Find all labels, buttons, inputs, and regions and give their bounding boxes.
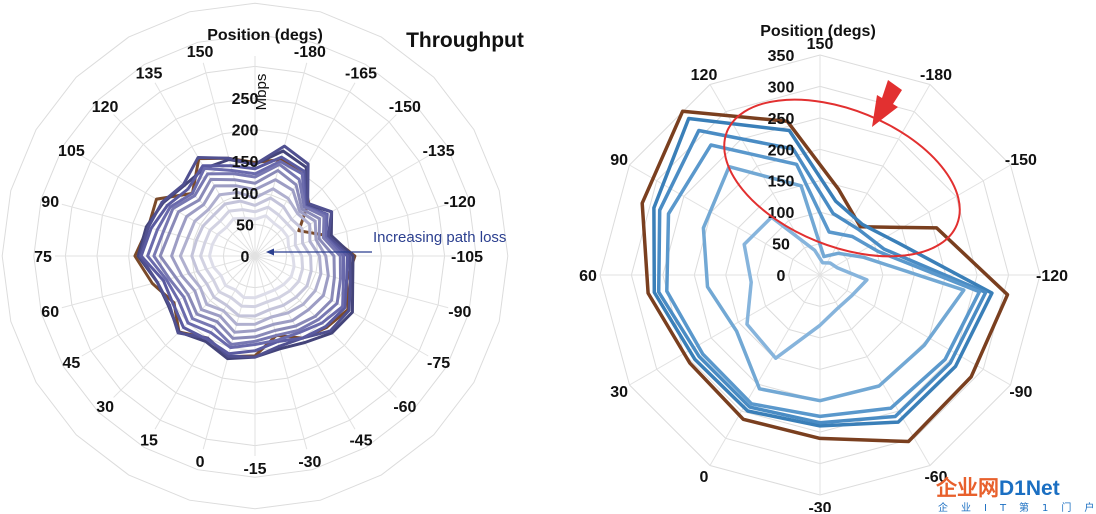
- series-line-5: [701, 164, 966, 403]
- series-line-6: [742, 215, 869, 360]
- watermark-main-text: 企业网D1Net: [936, 472, 1060, 502]
- grid-spoke: [254, 155, 429, 257]
- angular-tick-label: 60: [579, 268, 597, 285]
- angular-tick-label: 150: [187, 44, 214, 61]
- angular-tick-label: 120: [691, 67, 718, 84]
- series-line-5: [146, 159, 345, 350]
- angular-tick-label: -30: [298, 454, 321, 471]
- radial-tick-label: 250: [768, 111, 795, 128]
- radial-tick-label: 0: [777, 268, 786, 285]
- series-line-6: [152, 162, 342, 346]
- angular-tick-label: -60: [924, 469, 947, 486]
- grid-spoke: [254, 255, 308, 450]
- series-line-7: [158, 169, 336, 340]
- series-line-9: [178, 187, 323, 326]
- grid-ring: [33, 34, 477, 478]
- angular-tick-label: -90: [1009, 384, 1032, 401]
- right-subtitle: Position (degs): [760, 23, 876, 40]
- watermark-logo-a: 企业网: [936, 477, 999, 500]
- series-line-8: [170, 178, 330, 334]
- watermark-logo: 企业网D1Net 企业IT第1门户: [936, 472, 1096, 514]
- angular-tick-label: -120: [444, 194, 476, 211]
- annotation-arrowhead: [266, 248, 274, 256]
- angular-tick-label: -150: [389, 99, 421, 116]
- radial-tick-label: 100: [232, 186, 259, 203]
- radial-tick-label: 150: [768, 174, 795, 191]
- radial-tick-label: 200: [232, 123, 259, 140]
- angular-tick-label: 15: [140, 433, 158, 450]
- watermark-sub-text: 企业IT第1门户: [938, 503, 1096, 514]
- grid-spoke: [709, 274, 821, 466]
- highlight-arrow: [872, 80, 902, 127]
- radial-tick-label: 50: [236, 217, 254, 234]
- unit-label: Mbps: [253, 74, 270, 111]
- radial-tick-label: 350: [768, 48, 795, 65]
- angular-tick-label: 30: [610, 384, 628, 401]
- angular-tick-label: -180: [920, 67, 952, 84]
- angular-tick-label: -120: [1036, 268, 1068, 285]
- angular-tick-label: -30: [808, 500, 831, 512]
- highlight-ellipse: [723, 98, 961, 258]
- angular-tick-label: 75: [34, 249, 52, 266]
- angular-tick-label: -180: [294, 44, 326, 61]
- radial-tick-label: 200: [768, 142, 795, 159]
- angular-tick-label: 0: [196, 454, 205, 471]
- grid-spoke: [629, 164, 821, 276]
- angular-tick-label: 150: [807, 36, 834, 53]
- angular-tick-label: 90: [41, 194, 59, 211]
- left-subtitle: Position (degs): [207, 27, 323, 44]
- grid-spoke: [254, 114, 397, 257]
- grid-spoke: [819, 84, 931, 276]
- angular-tick-label: -150: [1005, 152, 1037, 169]
- grid-ring: [1, 2, 509, 510]
- series-line-3: [138, 144, 352, 359]
- radial-tick-label: 50: [772, 237, 790, 254]
- series-line-2: [652, 116, 994, 428]
- series-line-12: [208, 214, 296, 300]
- angular-tick-label: -15: [243, 461, 266, 478]
- radial-tick-label: 100: [768, 205, 795, 222]
- angular-tick-label: 0: [700, 469, 709, 486]
- angular-tick-label: -75: [427, 355, 450, 372]
- angular-tick-label: -165: [345, 65, 377, 82]
- grid-spoke: [629, 274, 821, 386]
- radial-tick-label: 300: [768, 79, 795, 96]
- angular-tick-label: 135: [136, 65, 163, 82]
- radial-tick-label: 250: [232, 91, 259, 108]
- angular-tick-label: 90: [610, 152, 628, 169]
- left-radar-chart: 050100150200250-180-165-150-135-120-105-…: [1, 2, 524, 510]
- series-line-4: [665, 143, 982, 419]
- series-line-1: [640, 109, 1010, 444]
- radial-tick-label: 0: [241, 249, 250, 266]
- angular-tick-label: 60: [41, 304, 59, 321]
- angular-tick-label: 45: [63, 355, 81, 372]
- annotation-text: Increasing path loss: [373, 229, 506, 246]
- angular-tick-label: -135: [423, 143, 455, 160]
- angular-tick-label: 120: [92, 99, 119, 116]
- angular-tick-label: 105: [58, 143, 85, 160]
- series-line-10: [190, 196, 313, 318]
- angular-tick-label: -60: [393, 399, 416, 416]
- angular-tick-label: -90: [448, 304, 471, 321]
- series-line-11: [199, 205, 305, 309]
- right-radar-chart: 050100150200250300350-180-150-120-90-60-…: [579, 23, 1068, 512]
- watermark-logo-b: D1Net: [999, 477, 1060, 500]
- angular-tick-label: 30: [96, 399, 114, 416]
- radial-tick-label: 150: [232, 154, 259, 171]
- angular-tick-label: -45: [349, 433, 372, 450]
- left-title: Throughput: [406, 29, 524, 52]
- angular-tick-label: -105: [451, 249, 483, 266]
